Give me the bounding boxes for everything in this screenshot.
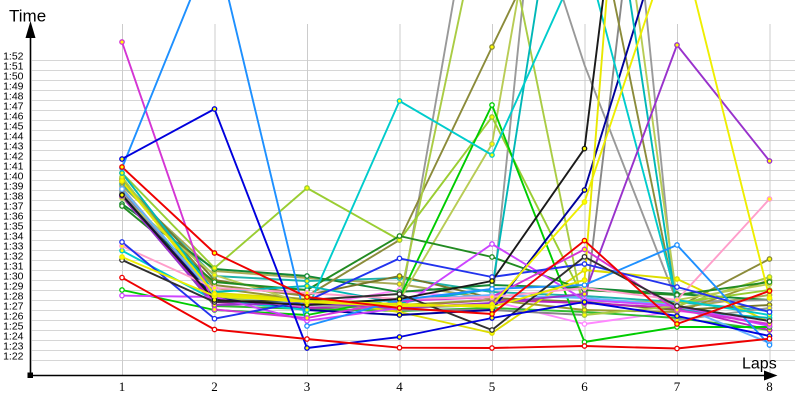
svg-text:Laps: Laps	[742, 356, 777, 373]
svg-text:1:38: 1:38	[3, 191, 24, 203]
svg-text:2: 2	[211, 379, 218, 394]
svg-text:1:46: 1:46	[3, 111, 24, 123]
svg-text:1:28: 1:28	[3, 291, 24, 303]
svg-text:Time: Time	[9, 7, 46, 26]
svg-text:1:42: 1:42	[3, 151, 24, 163]
svg-text:1:45: 1:45	[3, 121, 24, 133]
svg-text:1:37: 1:37	[3, 201, 24, 213]
svg-text:1:51: 1:51	[3, 61, 24, 73]
svg-text:1:43: 1:43	[3, 141, 24, 153]
svg-text:1:41: 1:41	[3, 161, 24, 173]
svg-text:1:47: 1:47	[3, 101, 24, 113]
svg-text:1: 1	[119, 379, 126, 394]
svg-text:7: 7	[674, 379, 681, 394]
svg-text:1:49: 1:49	[3, 81, 24, 93]
svg-text:1:34: 1:34	[3, 231, 24, 243]
svg-text:4: 4	[396, 379, 403, 394]
svg-text:1:27: 1:27	[3, 301, 24, 313]
svg-text:1:33: 1:33	[3, 241, 24, 253]
svg-text:1:23: 1:23	[3, 341, 24, 353]
svg-text:1:36: 1:36	[3, 211, 24, 223]
svg-text:1:48: 1:48	[3, 91, 24, 103]
svg-text:1:26: 1:26	[3, 311, 24, 323]
svg-text:8: 8	[766, 379, 773, 394]
svg-text:1:30: 1:30	[3, 271, 24, 283]
svg-text:1:24: 1:24	[3, 331, 24, 343]
svg-text:1:52: 1:52	[3, 51, 24, 63]
svg-text:1:29: 1:29	[3, 281, 24, 293]
svg-text:1:44: 1:44	[3, 131, 24, 143]
svg-text:1:39: 1:39	[3, 181, 24, 193]
svg-text:1:32: 1:32	[3, 251, 24, 263]
svg-text:1:31: 1:31	[3, 261, 24, 273]
svg-text:1:22: 1:22	[3, 351, 24, 363]
svg-text:6: 6	[581, 379, 588, 394]
svg-text:1:50: 1:50	[3, 71, 24, 83]
svg-text:3: 3	[304, 379, 311, 394]
svg-text:1:25: 1:25	[3, 321, 24, 333]
svg-text:1:40: 1:40	[3, 171, 24, 183]
svg-text:5: 5	[489, 379, 496, 394]
svg-text:1:35: 1:35	[3, 221, 24, 233]
